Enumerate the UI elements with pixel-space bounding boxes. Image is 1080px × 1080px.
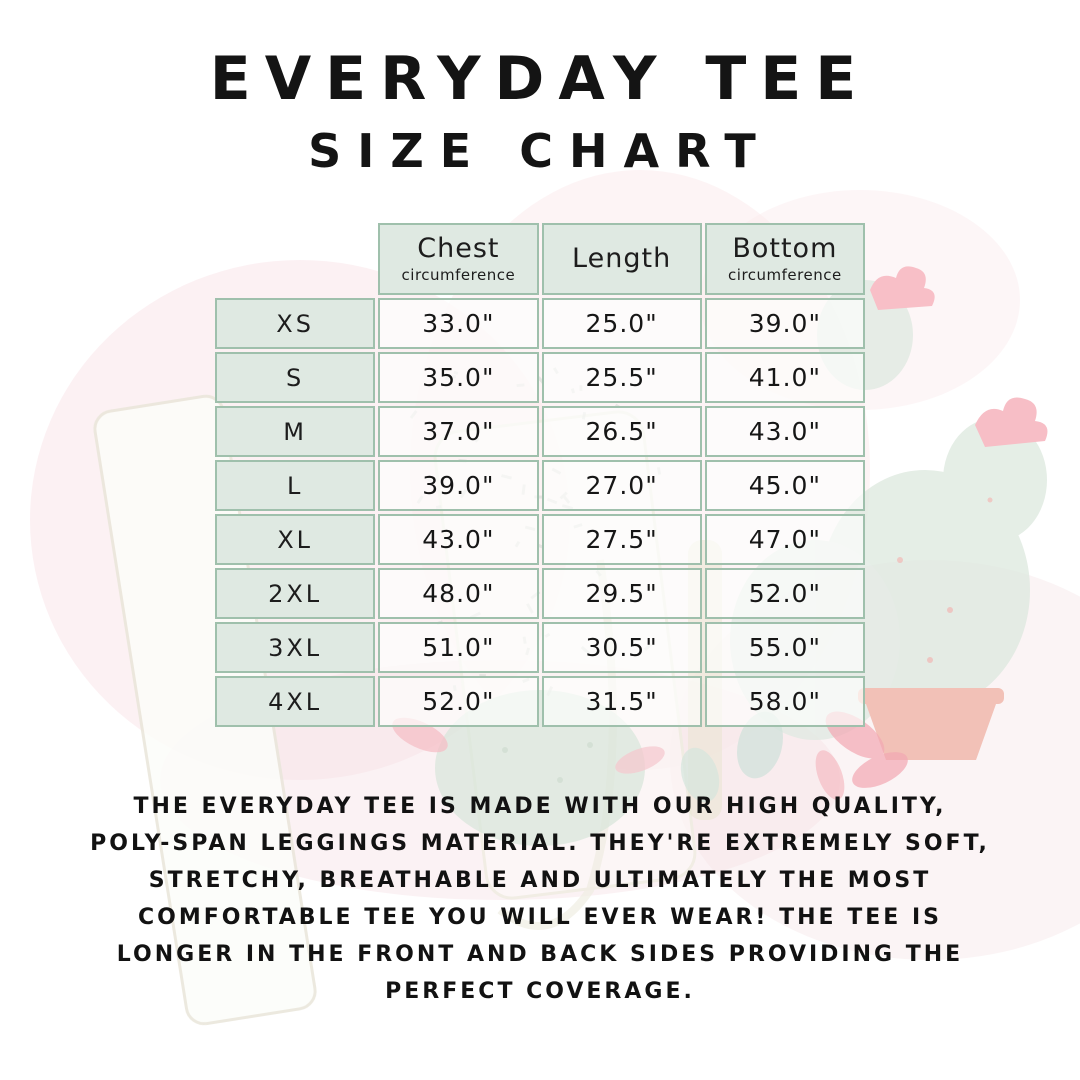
round-cactus-watermark (435, 690, 645, 846)
table-row: 2XL 48.0" 29.5" 52.0" (215, 568, 865, 619)
size-chart-table: Chest circumference Length Bottom circumfere… (212, 220, 868, 730)
description-line: POLY-SPAN LEGGINGS MATERIAL. THEY'RE EXT… (90, 831, 990, 856)
measurement-cell: 33.0" (378, 298, 539, 349)
measurement-cell: 25.0" (541, 298, 702, 349)
measurement-cell: 41.0" (704, 352, 865, 403)
size-cell: L (215, 460, 376, 511)
table-row: S 35.0" 25.5" 41.0" (215, 352, 865, 403)
measurement-cell: 27.0" (541, 460, 702, 511)
title-block: EVERYDAY TEE SIZE CHART (0, 44, 1080, 178)
column-header: Bottom circumference (704, 223, 865, 295)
measurement-cell: 25.5" (541, 352, 702, 403)
measurement-cell: 29.5" (541, 568, 702, 619)
measurement-cell: 48.0" (378, 568, 539, 619)
measurement-cell: 52.0" (378, 676, 539, 727)
size-cell: XS (215, 298, 376, 349)
page-subtitle: SIZE CHART (308, 124, 772, 178)
description-line: LONGER IN THE FRONT AND BACK SIDES PROVI… (116, 942, 964, 967)
column-header: Chest circumference (378, 223, 539, 295)
flowers-watermark (392, 711, 908, 803)
measurement-cell: 27.5" (541, 514, 702, 565)
measurement-cell: 45.0" (704, 460, 865, 511)
table-header-row: Chest circumference Length Bottom circumfere… (215, 223, 865, 295)
table-row: M 37.0" 26.5" 43.0" (215, 406, 865, 457)
size-cell: 3XL (215, 622, 376, 673)
size-cell: M (215, 406, 376, 457)
column-header-sublabel: circumference (401, 266, 516, 284)
measurement-cell: 39.0" (704, 298, 865, 349)
size-cell: XL (215, 514, 376, 565)
page-title: EVERYDAY TEE (209, 44, 871, 114)
table-row: 3XL 51.0" 30.5" 55.0" (215, 622, 865, 673)
measurement-cell: 52.0" (704, 568, 865, 619)
size-cell: 4XL (215, 676, 376, 727)
column-header-label: Chest (417, 233, 500, 264)
measurement-cell: 26.5" (541, 406, 702, 457)
table-corner-cell (215, 223, 375, 295)
measurement-cell: 51.0" (378, 622, 539, 673)
table-row: 4XL 52.0" 31.5" 58.0" (215, 676, 865, 727)
description-line: THE EVERYDAY TEE IS MADE WITH OUR HIGH Q… (133, 794, 947, 819)
size-cell: 2XL (215, 568, 376, 619)
table-row: XS 33.0" 25.0" 39.0" (215, 298, 865, 349)
measurement-cell: 43.0" (704, 406, 865, 457)
measurement-cell: 30.5" (541, 622, 702, 673)
table-row: XL 43.0" 27.5" 47.0" (215, 514, 865, 565)
measurement-cell: 37.0" (378, 406, 539, 457)
measurement-cell: 39.0" (378, 460, 539, 511)
description-line: STRETCHY, BREATHABLE AND ULTIMATELY THE … (148, 868, 932, 893)
description-line: PERFECT COVERAGE. (385, 979, 695, 1004)
column-header-label: Length (572, 243, 672, 274)
column-header-label: Bottom (732, 233, 838, 264)
measurement-cell: 35.0" (378, 352, 539, 403)
size-cell: S (215, 352, 376, 403)
measurement-cell: 55.0" (704, 622, 865, 673)
measurement-cell: 43.0" (378, 514, 539, 565)
measurement-cell: 31.5" (541, 676, 702, 727)
measurement-cell: 58.0" (704, 676, 865, 727)
table-row: L 39.0" 27.0" 45.0" (215, 460, 865, 511)
column-header-sublabel: circumference (728, 266, 842, 284)
product-description: THE EVERYDAY TEE IS MADE WITH OUR HIGH Q… (0, 788, 1080, 1010)
measurement-cell: 47.0" (704, 514, 865, 565)
description-line: COMFORTABLE TEE YOU WILL EVER WEAR! THE … (138, 905, 942, 930)
column-header: Length (541, 223, 702, 295)
